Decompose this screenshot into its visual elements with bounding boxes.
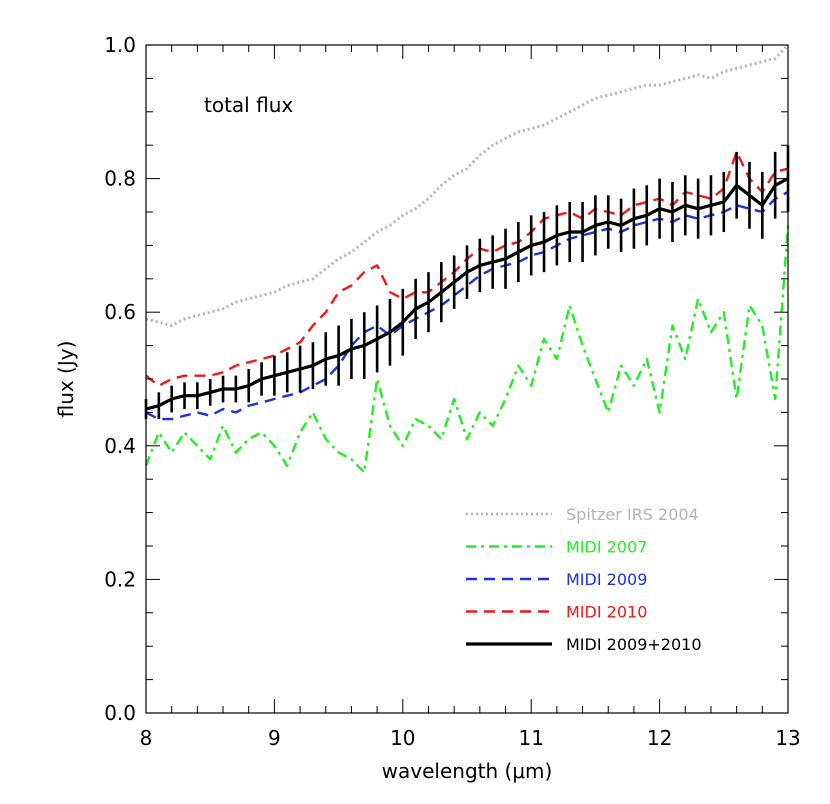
legend-label-midi-2007: MIDI 2007 <box>566 538 647 557</box>
legend-label-spitzer-irs-2004: Spitzer IRS 2004 <box>566 505 699 524</box>
legend: Spitzer IRS 2004 MIDI 2007 MIDI 2009 MIDI 2… <box>466 505 702 654</box>
x-axis-label: wavelength (μm) <box>382 759 553 783</box>
x-tick-label: 12 <box>647 726 672 750</box>
x-tick-label: 10 <box>390 726 415 750</box>
y-tick-label: 0.2 <box>104 567 136 591</box>
x-tick-label: 13 <box>775 726 800 750</box>
series-line-midi-2009 <box>145 190 789 421</box>
plot-marks <box>144 43 790 474</box>
y-tick-label: 0.0 <box>104 701 136 725</box>
y-axis-ticks: 0.0 0.2 0.4 0.6 0.8 1.0 <box>104 33 788 725</box>
x-tick-label: 11 <box>518 726 543 750</box>
y-axis-label: flux (Jy) <box>54 341 78 418</box>
x-tick-label: 9 <box>268 726 281 750</box>
legend-label-midi-2010: MIDI 2010 <box>566 603 647 622</box>
y-tick-label: 0.6 <box>104 300 136 324</box>
legend-label-midi-2009: MIDI 2009 <box>566 570 647 589</box>
legend-label-midi-2009-2010: MIDI 2009+2010 <box>566 635 702 654</box>
series-line-spitzer-irs-2004 <box>145 43 790 328</box>
plot-frame <box>145 44 789 714</box>
x-tick-label: 8 <box>140 726 153 750</box>
annotation-total-flux: total flux <box>204 93 293 117</box>
x-axis-ticks: 8 9 10 11 12 13 <box>140 45 801 750</box>
y-tick-label: 0.8 <box>104 167 136 191</box>
y-tick-label: 0.4 <box>104 434 136 458</box>
series-line-midi-2007 <box>144 225 790 474</box>
y-tick-label: 1.0 <box>104 33 136 57</box>
error-bars-midi-2009-2010 <box>144 145 790 420</box>
series-line-midi-2009-2010 <box>145 177 789 411</box>
